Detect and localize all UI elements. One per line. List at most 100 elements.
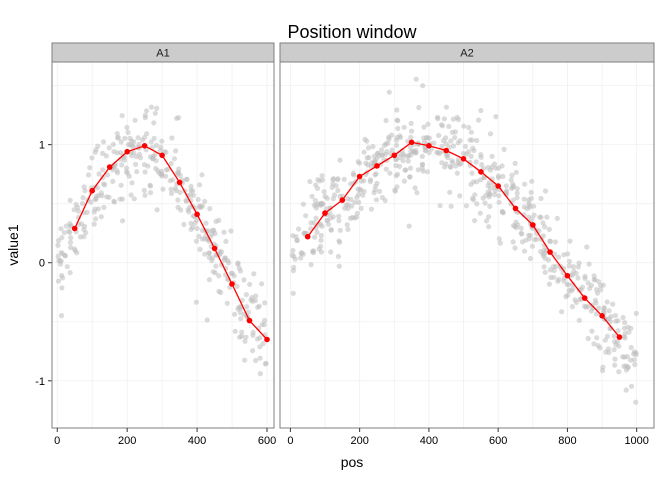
data-point [147, 190, 154, 196]
data-point [542, 188, 549, 194]
data-point [236, 265, 242, 271]
data-point [593, 300, 599, 306]
data-point [575, 264, 582, 270]
data-point [55, 253, 61, 259]
data-point [193, 238, 200, 244]
data-point [361, 149, 367, 155]
data-point [513, 219, 519, 225]
data-point [424, 169, 431, 175]
data-point [457, 193, 463, 199]
data-point [397, 134, 403, 141]
data-point [406, 152, 412, 159]
window-mean-point [616, 334, 623, 340]
data-point [73, 201, 79, 208]
data-point [114, 131, 120, 137]
data-point [100, 150, 106, 156]
data-point [526, 202, 532, 208]
data-point [342, 205, 348, 211]
data-point [307, 179, 313, 185]
data-point [100, 167, 106, 173]
data-point [224, 300, 230, 306]
data-point [360, 192, 366, 198]
data-point [547, 267, 553, 273]
data-point [95, 206, 101, 212]
data-point [514, 190, 520, 196]
data-point [501, 146, 507, 152]
window-mean-point [391, 152, 398, 159]
data-point [144, 131, 150, 137]
data-point [540, 233, 546, 239]
data-point [168, 186, 174, 192]
data-point [379, 194, 385, 201]
data-point [308, 262, 314, 268]
y-tick-label: 0 [39, 258, 45, 270]
data-point [153, 165, 159, 172]
data-point [413, 147, 419, 154]
data-point [68, 235, 74, 241]
data-point [622, 330, 628, 337]
chart-title: Position window [287, 22, 417, 42]
data-point [454, 170, 460, 176]
window-mean-point [246, 317, 253, 324]
data-point [528, 195, 534, 201]
data-point [462, 143, 468, 150]
window-mean-point [304, 233, 311, 240]
data-point [509, 172, 515, 178]
data-point [493, 114, 499, 120]
data-point [111, 149, 117, 155]
data-point [142, 169, 148, 175]
data-point [148, 104, 155, 110]
data-point [66, 228, 72, 234]
data-point [152, 110, 158, 116]
data-point [575, 275, 581, 281]
window-mean-point [426, 143, 432, 149]
data-point [133, 161, 139, 167]
data-point [421, 124, 427, 130]
data-point [319, 223, 325, 229]
data-point [212, 270, 218, 276]
data-point [334, 177, 341, 183]
data-point [487, 191, 493, 197]
data-point [261, 322, 267, 328]
data-point [412, 185, 418, 191]
data-point [508, 177, 514, 183]
data-point [319, 177, 326, 183]
data-point [128, 192, 134, 198]
data-point [409, 128, 415, 134]
data-point [491, 161, 498, 167]
data-point [548, 274, 554, 281]
data-point [455, 157, 461, 163]
data-point [87, 165, 93, 171]
data-point [529, 178, 535, 184]
data-point [292, 256, 298, 262]
window-mean-point [159, 152, 165, 159]
data-point [232, 311, 238, 317]
data-point [372, 172, 378, 178]
data-point [289, 252, 295, 258]
data-point [437, 203, 443, 209]
data-point [586, 261, 592, 267]
data-point [628, 344, 634, 351]
data-point [566, 258, 573, 264]
data-point [312, 197, 318, 204]
data-point [325, 221, 332, 227]
data-point [515, 209, 521, 215]
data-point [615, 318, 621, 324]
data-point [344, 222, 350, 228]
data-point [348, 196, 354, 202]
data-point [118, 150, 124, 156]
data-point [372, 187, 378, 193]
data-point [633, 399, 639, 405]
data-point [393, 173, 399, 179]
data-point [59, 285, 65, 291]
data-point [185, 207, 191, 213]
data-point [299, 250, 305, 256]
data-point [253, 357, 259, 364]
data-point [542, 255, 548, 261]
data-point [294, 237, 300, 243]
data-point [184, 176, 190, 182]
data-point [531, 212, 537, 218]
x-tick-label: 400 [188, 435, 206, 447]
data-point [415, 167, 421, 173]
data-point [184, 198, 190, 204]
